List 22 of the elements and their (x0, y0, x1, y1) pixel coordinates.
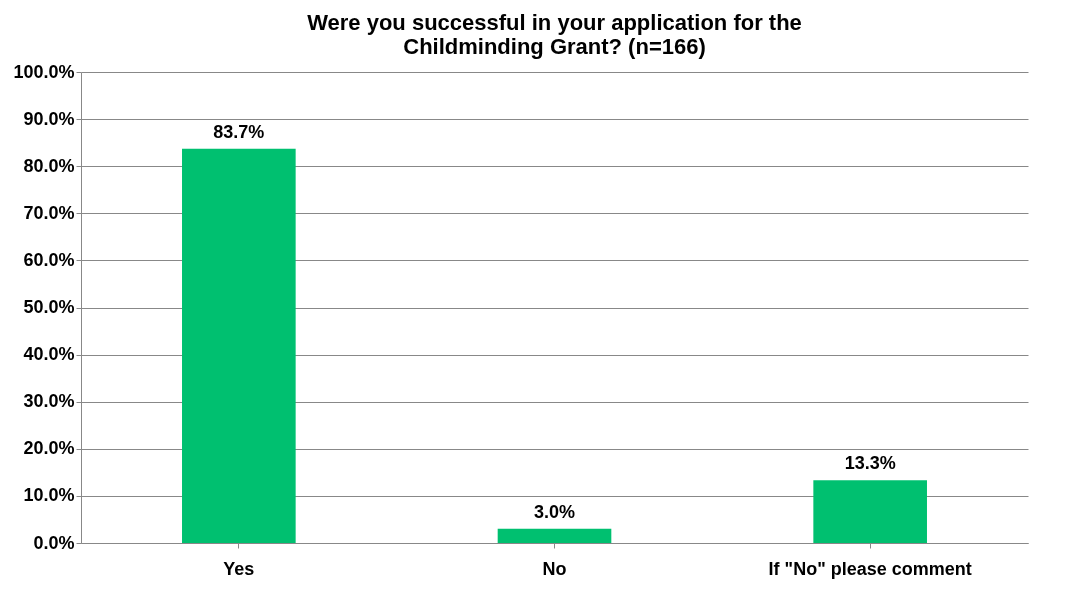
x-tick-label: If "No" please comment (768, 558, 972, 579)
y-tick-label: 80.0% (23, 155, 75, 176)
text: Childminding Grant? (n=166) (403, 34, 706, 59)
y-tick-label: 100.0% (13, 61, 75, 82)
bar (813, 480, 927, 543)
data-label: 13.3% (844, 453, 896, 474)
y-tick-label: 30.0% (23, 391, 75, 412)
text: Were you successful in your application for the (307, 10, 802, 35)
data-label: 3.0% (533, 501, 576, 522)
bar (182, 148, 296, 543)
y-tick-label: 10.0% (23, 485, 75, 506)
x-tick-label: Yes (223, 558, 255, 579)
bar (497, 528, 612, 543)
y-tick-label: 70.0% (23, 202, 75, 223)
y-tick-label: 50.0% (23, 297, 75, 317)
y-tick-label: 90.0% (23, 108, 75, 129)
y-tick-label: 20.0% (23, 438, 75, 459)
data-label: 83.7% (213, 121, 265, 142)
y-tick-label: 0.0% (33, 532, 75, 553)
x-tick-label: No (542, 558, 567, 579)
y-tick-label: 60.0% (23, 249, 75, 270)
y-tick-label: 40.0% (23, 344, 75, 365)
